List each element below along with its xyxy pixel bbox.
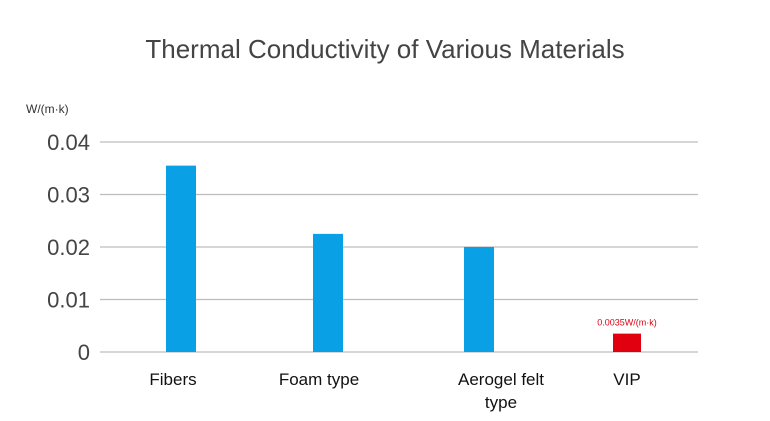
y-tick-label: 0.01: [47, 288, 90, 313]
data-label: 0.0035W/(m·k): [597, 318, 657, 328]
y-axis-unit-label: W/(m·k): [26, 102, 69, 116]
data-annotations: 0.0035W/(m·k): [597, 318, 657, 328]
y-tick-label: 0.04: [47, 130, 90, 155]
x-tick-label: type: [485, 393, 517, 412]
gridlines: [100, 141, 698, 353]
y-axis-ticks: 0.04 0.03 0.02 0.01 0: [47, 130, 90, 365]
y-tick-label: 0.03: [47, 183, 90, 208]
x-axis-ticks: Fibers Foam type Aerogel felt type VIP: [149, 370, 640, 412]
bar: [464, 247, 494, 352]
bar: [613, 333, 641, 352]
bar: [166, 165, 196, 352]
y-tick-label: 0.02: [47, 235, 90, 260]
y-tick-label: 0: [78, 340, 90, 365]
bar: [313, 233, 343, 352]
chart-title: Thermal Conductivity of Various Material…: [145, 34, 624, 64]
x-tick-label: Fibers: [149, 370, 196, 389]
x-tick-label: VIP: [613, 370, 640, 389]
bars: [166, 165, 641, 352]
x-tick-label: Foam type: [279, 370, 359, 389]
x-tick-label: Aerogel felt: [458, 370, 544, 389]
